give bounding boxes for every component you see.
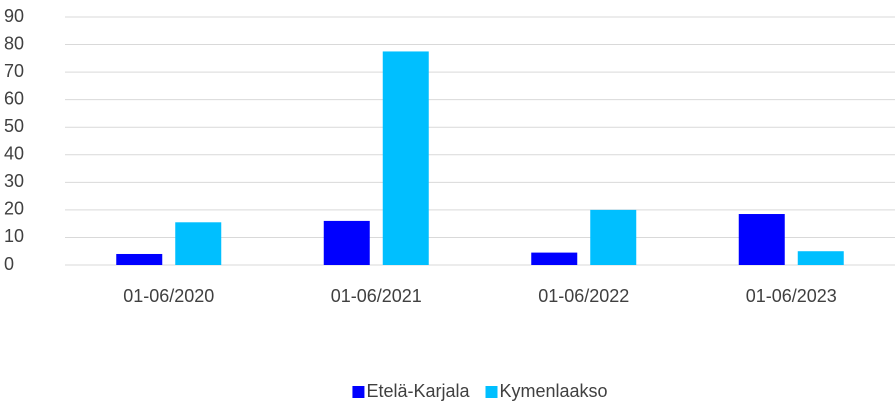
bar (116, 253, 163, 265)
y-tick-label: 40 (4, 144, 24, 164)
bar (323, 220, 370, 265)
y-tick-label: 30 (4, 171, 24, 191)
bar (797, 251, 844, 265)
legend-label: Kymenlaakso (500, 381, 608, 401)
bar (590, 209, 637, 265)
x-tick-label: 01-06/2023 (746, 286, 837, 306)
y-tick-label: 50 (4, 116, 24, 136)
x-tick-label: 01-06/2021 (331, 286, 422, 306)
y-tick-label: 60 (4, 88, 24, 108)
y-tick-label: 20 (4, 199, 24, 219)
y-tick-label: 90 (4, 6, 24, 26)
y-tick-label: 80 (4, 33, 24, 53)
y-tick-label: 0 (4, 254, 14, 274)
bar (175, 222, 222, 265)
legend-swatch (352, 386, 365, 398)
y-tick-label: 10 (4, 226, 24, 246)
legend-label: Etelä-Karjala (366, 381, 470, 401)
y-tick-label: 70 (4, 61, 24, 81)
x-tick-label: 01-06/2022 (538, 286, 629, 306)
bar (738, 214, 785, 265)
bar (531, 252, 578, 265)
x-tick-label: 01-06/2020 (123, 286, 214, 306)
bar (382, 51, 429, 265)
legend-swatch (485, 386, 498, 398)
